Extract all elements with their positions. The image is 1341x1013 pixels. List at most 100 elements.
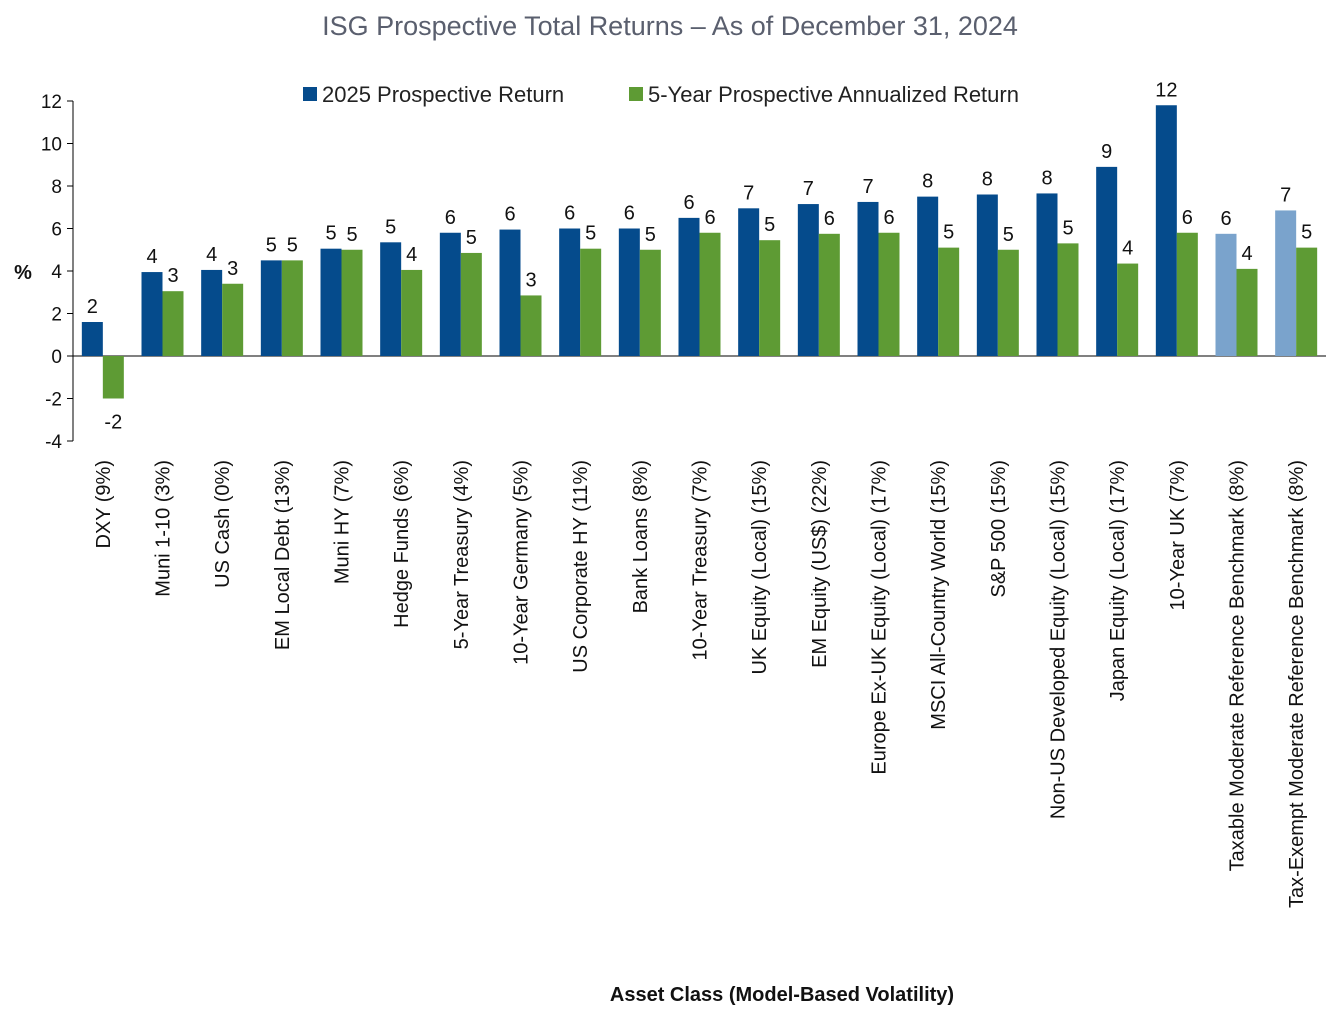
bar-2025 [380, 242, 402, 356]
bar-2025 [1275, 210, 1297, 356]
category-label: UK Equity (Local) (15%) [749, 460, 771, 675]
bar-5yr [222, 283, 244, 356]
y-tick-label: -4 [45, 432, 62, 453]
bar-5yr [818, 233, 840, 356]
y-tick-label: 4 [51, 262, 62, 283]
data-label-5yr: 4 [406, 244, 417, 266]
data-label-5yr: 4 [1241, 243, 1252, 265]
category-label: 10-Year Germany (5%) [511, 460, 533, 665]
data-label-2025: 5 [385, 216, 396, 238]
bar-5yr [580, 248, 602, 356]
bar-5yr [997, 249, 1019, 356]
bar-2025 [499, 229, 521, 356]
category-label: 10-Year Treasury (7%) [690, 460, 712, 660]
bar-2025 [1096, 166, 1118, 356]
data-label-5yr: 6 [704, 207, 715, 229]
legend-label-5yr: 5-Year Prospective Annualized Return [648, 82, 1019, 107]
bar-2025 [260, 260, 282, 356]
bar-2025 [439, 232, 461, 356]
bar-2025 [618, 228, 640, 356]
category-label: Europe Ex-UK Equity (Local) (17%) [869, 460, 891, 775]
category-label: Non-US Developed Equity (Local) (15%) [1048, 460, 1070, 819]
bar-5yr [938, 247, 960, 356]
data-label-5yr: 5 [466, 227, 477, 249]
legend-swatch-2025 [303, 87, 317, 101]
bar-5yr [639, 249, 661, 356]
category-label: Muni 1-10 (3%) [153, 460, 175, 597]
data-label-2025: 7 [1280, 184, 1291, 206]
bar-5yr [460, 252, 482, 356]
legend: 2025 Prospective Return 5-Year Prospecti… [303, 82, 1019, 107]
data-label-2025: 8 [1041, 167, 1052, 189]
bars [81, 105, 1318, 399]
bar-5yr [520, 295, 542, 356]
data-label-5yr: 4 [1122, 238, 1133, 260]
bar-2025 [738, 208, 760, 356]
bar-2025 [797, 204, 819, 356]
bar-5yr [341, 249, 363, 356]
bar-5yr [1057, 243, 1079, 356]
data-label-2025: 2 [87, 296, 98, 318]
chart-title: ISG Prospective Total Returns – As of De… [322, 11, 1018, 41]
data-label-5yr: 5 [287, 234, 298, 256]
category-label: Tax-Exempt Moderate Reference Benchmark … [1286, 460, 1308, 908]
bar-5yr [759, 240, 781, 356]
data-label-5yr: 3 [167, 265, 178, 287]
bar-2025 [1215, 233, 1237, 356]
bar-5yr [401, 269, 423, 356]
data-label-2025: 5 [325, 223, 336, 245]
category-label: DXY (9%) [93, 460, 115, 549]
data-label-5yr: 5 [764, 214, 775, 236]
data-label-5yr: -2 [104, 412, 122, 434]
data-label-5yr: 5 [645, 224, 656, 246]
category-label: US Cash (0%) [212, 460, 234, 588]
data-label-5yr: 5 [346, 224, 357, 246]
y-tick-label: 12 [41, 92, 62, 113]
y-tick-label: 8 [51, 177, 62, 198]
data-label-5yr: 5 [943, 222, 954, 244]
bar-5yr [1176, 232, 1198, 356]
bar-2025 [976, 194, 998, 356]
category-label: 10-Year UK (7%) [1167, 460, 1189, 610]
bar-2025 [320, 248, 342, 356]
category-labels: DXY (9%) Muni 1-10 (3%) US Cash (0%) EM Loc… [93, 460, 1308, 908]
data-label-5yr: 3 [525, 269, 536, 291]
data-label-2025: 6 [624, 203, 635, 225]
data-label-2025: 8 [982, 169, 993, 191]
data-label-2025: 6 [683, 192, 694, 214]
bar-2025 [559, 228, 581, 356]
data-label-5yr: 5 [1062, 217, 1073, 239]
data-label-2025: 8 [922, 171, 933, 193]
data-label-2025: 6 [445, 207, 456, 229]
category-label: Hedge Funds (6%) [391, 460, 413, 628]
y-tick-label: 0 [51, 347, 62, 368]
data-label-5yr: 6 [1182, 207, 1193, 229]
x-axis-label: Asset Class (Model-Based Volatility) [610, 984, 954, 1006]
data-label-2025: 5 [266, 234, 277, 256]
bar-2025 [678, 217, 700, 356]
y-tick-label: 10 [41, 135, 62, 156]
category-label: Muni HY (7%) [332, 460, 354, 584]
category-label: EM Local Debt (13%) [272, 460, 294, 650]
data-label-5yr: 5 [1301, 222, 1312, 244]
category-label: US Corporate HY (11%) [570, 460, 592, 673]
data-label-2025: 7 [862, 176, 873, 198]
bar-5yr [878, 232, 900, 356]
y-axis-label: % [14, 262, 32, 284]
data-label-5yr: 6 [824, 208, 835, 230]
category-label: EM Equity (US$) (22%) [809, 460, 831, 668]
legend-label-2025: 2025 Prospective Return [322, 82, 564, 107]
data-label-2025: 6 [504, 204, 515, 226]
bar-2025 [201, 269, 223, 356]
bar-5yr [1117, 263, 1139, 356]
bar-5yr [699, 232, 721, 356]
bar-5yr [102, 356, 124, 399]
data-label-2025: 4 [206, 244, 217, 266]
data-label-2025: 7 [803, 178, 814, 200]
category-label: S&P 500 (15%) [988, 460, 1010, 598]
bar-5yr [162, 291, 184, 356]
data-label-2025: 9 [1101, 141, 1112, 163]
data-label-5yr: 5 [1003, 224, 1014, 246]
